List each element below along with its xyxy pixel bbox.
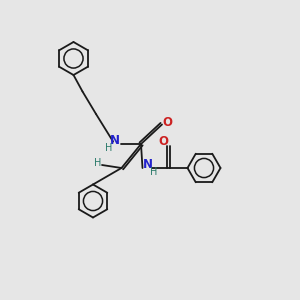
Text: H: H — [94, 158, 101, 169]
Text: O: O — [158, 135, 169, 148]
Text: N: N — [142, 158, 153, 171]
Text: H: H — [150, 167, 157, 177]
Text: H: H — [105, 142, 112, 153]
Text: O: O — [162, 116, 172, 129]
Text: N: N — [110, 134, 120, 147]
